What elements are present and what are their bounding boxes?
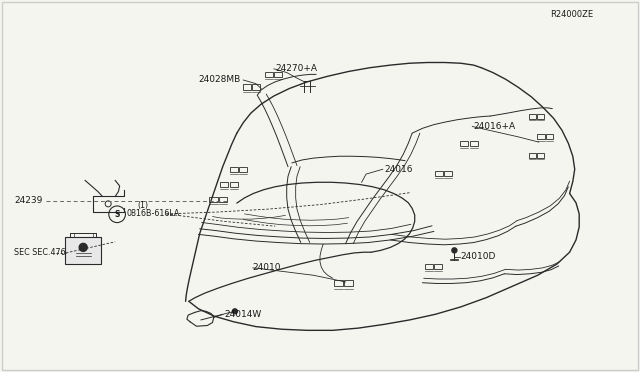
Bar xyxy=(209,196,218,202)
Bar xyxy=(230,167,238,172)
Text: SEC SEC.476: SEC SEC.476 xyxy=(14,248,66,257)
Bar xyxy=(239,167,247,172)
Circle shape xyxy=(452,248,457,253)
Bar xyxy=(529,153,536,158)
Bar xyxy=(537,114,545,119)
Text: 24239: 24239 xyxy=(14,196,42,205)
Bar xyxy=(243,84,251,90)
Bar xyxy=(230,182,237,187)
Bar xyxy=(444,170,452,176)
Bar xyxy=(65,237,101,264)
Circle shape xyxy=(232,309,237,314)
Bar xyxy=(435,170,443,176)
Bar xyxy=(252,84,260,90)
Bar xyxy=(545,134,553,139)
Text: 24016+A: 24016+A xyxy=(474,122,516,131)
Text: (1): (1) xyxy=(138,201,148,210)
Text: 24270+A: 24270+A xyxy=(275,64,317,73)
Text: 24016: 24016 xyxy=(384,165,413,174)
Text: 24010D: 24010D xyxy=(461,252,496,261)
Bar xyxy=(435,263,442,269)
Text: 24014W: 24014W xyxy=(224,310,261,319)
Bar xyxy=(537,153,545,158)
Text: S: S xyxy=(115,210,120,219)
Bar xyxy=(275,72,282,77)
Bar xyxy=(538,134,545,139)
Text: R24000ZE: R24000ZE xyxy=(550,10,593,19)
Bar xyxy=(265,72,273,77)
Bar xyxy=(344,280,353,286)
Text: 24028MB: 24028MB xyxy=(198,76,241,84)
Bar xyxy=(219,196,227,202)
Text: 0816B-616LA: 0816B-616LA xyxy=(126,209,179,218)
Bar xyxy=(220,182,228,187)
Circle shape xyxy=(79,243,87,251)
Bar xyxy=(470,141,477,146)
Bar xyxy=(529,114,536,119)
Bar xyxy=(334,280,343,286)
Bar xyxy=(425,263,433,269)
Text: 24010: 24010 xyxy=(253,263,282,272)
Bar xyxy=(460,141,468,146)
